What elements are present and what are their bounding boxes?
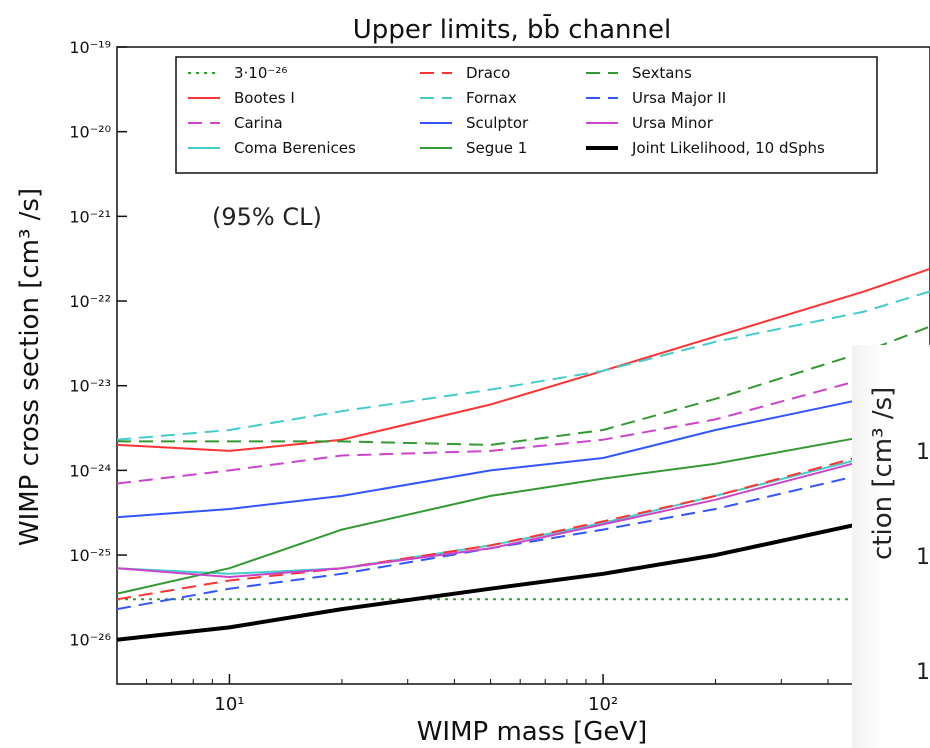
series-line — [116, 437, 930, 578]
legend: 3·10⁻²⁶ Bootes I Carina Coma Berenices Draco… — [175, 56, 878, 174]
y-tick-label: 10⁻²³ — [69, 377, 111, 396]
series-line — [116, 435, 930, 601]
y-tick-label: 10⁻²⁰ — [69, 123, 111, 142]
legend-label: Sextans — [632, 64, 692, 82]
legend-label: Draco — [466, 64, 510, 82]
legend-label: Joint Likelihood, 10 dSphs — [631, 139, 825, 157]
annotation-cl: (95% CL) — [212, 203, 322, 231]
plot-frame — [116, 46, 930, 685]
legend-label: Fornax — [466, 89, 517, 107]
legend-label: Bootes I — [234, 89, 295, 107]
series-line — [117, 325, 930, 446]
legend-label: Segue 1 — [466, 139, 527, 157]
y-tick-label: 10⁻²² — [69, 292, 111, 311]
overlap-tick-label: 1 — [916, 545, 930, 570]
legend-label: Coma Berenices — [234, 139, 356, 157]
legend-label: Ursa Minor — [632, 114, 714, 132]
y-tick-label: 10⁻²⁵ — [69, 546, 111, 565]
overlap-ylabel-fragment: ction [cm³ /s] — [868, 386, 898, 560]
series-line — [116, 502, 930, 642]
chart-title: Upper limits, bb̄ channel — [353, 13, 671, 45]
x-axis-label: WIMP mass [GeV] — [417, 717, 648, 747]
series-line — [116, 435, 930, 575]
x-tick-label: 10¹ — [214, 694, 244, 715]
series-line — [116, 290, 930, 441]
y-tick-label: 10⁻²⁶ — [69, 631, 111, 650]
overlapping-figure-fragment — [852, 345, 930, 748]
legend-label: Carina — [234, 114, 283, 132]
series-lines — [116, 267, 930, 642]
axis-ticks: 10⁻¹⁹ 10⁻²⁰ 10⁻²¹ 10⁻²² 10⁻²³ 10⁻²⁴ 10⁻²⁵ 10⁻²⁶… — [69, 38, 920, 715]
legend-box — [175, 56, 878, 174]
series-line — [116, 354, 930, 485]
legend-label: Sculptor — [466, 114, 529, 132]
y-tick-label: 10⁻²⁴ — [69, 461, 111, 480]
overlap-tick-label: 1 — [916, 660, 930, 685]
legend-label: Ursa Major II — [632, 89, 726, 107]
series-line — [116, 372, 930, 519]
series-line — [116, 423, 930, 595]
y-tick-label: 10⁻²¹ — [69, 207, 111, 226]
y-axis-label: WIMP cross section [cm³ /s] — [15, 188, 45, 546]
legend-label: 3·10⁻²⁶ — [234, 64, 287, 82]
x-tick-label: 10² — [588, 694, 618, 715]
series-line — [116, 462, 930, 611]
y-tick-label: 10⁻¹⁹ — [69, 38, 111, 57]
series-line — [116, 267, 930, 452]
overlap-tick-label: 1 — [916, 440, 930, 465]
